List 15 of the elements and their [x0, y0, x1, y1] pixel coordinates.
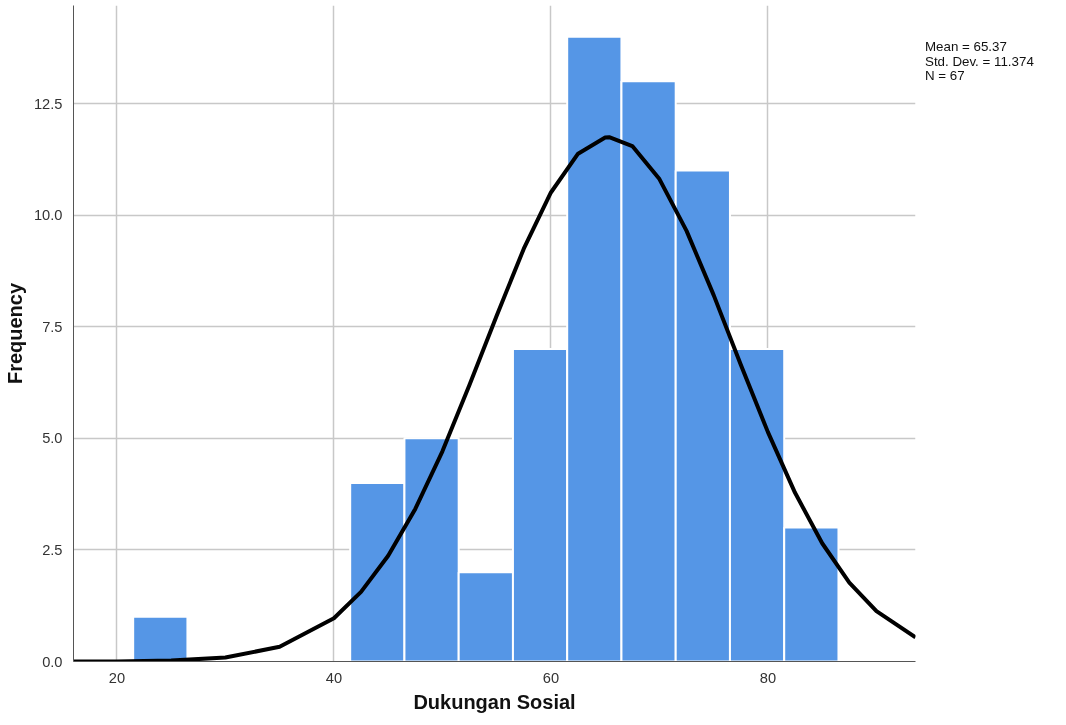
x-axis-title: Dukungan Sosial: [413, 690, 576, 713]
x-tick-label: 80: [759, 669, 777, 686]
text: N = 67: [925, 68, 966, 84]
y-axis-title: Frequency: [3, 282, 26, 385]
x-tick-label: 60: [542, 669, 560, 686]
y-tick-label: 10.0: [33, 207, 63, 224]
y-tick-label: 0.0: [42, 653, 63, 670]
text: Std. Dev. = 11.374: [925, 53, 1034, 70]
y-tick-label: 2.5: [42, 541, 63, 558]
y-tick-label: 12.5: [33, 95, 63, 112]
x-tick-label: 20: [108, 669, 126, 686]
y-tick-label: 7.5: [42, 318, 63, 335]
text: Mean = 65.37: [925, 39, 1008, 55]
y-tick-label: 5.0: [42, 430, 63, 447]
x-tick-label: 40: [325, 669, 343, 686]
